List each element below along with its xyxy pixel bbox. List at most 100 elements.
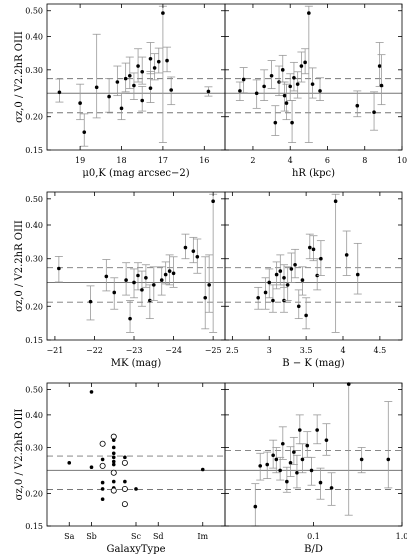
data-point <box>119 106 124 111</box>
data-point <box>265 462 270 467</box>
y-tick-label: 0.20 <box>25 302 43 311</box>
data-point <box>295 470 299 475</box>
x-axis-label: B/D <box>304 544 323 555</box>
data-point <box>271 453 275 458</box>
data-point <box>156 59 161 64</box>
data-point <box>136 64 140 68</box>
data-point <box>238 89 242 93</box>
x-tick-label: Im <box>197 532 208 541</box>
data-point <box>293 262 297 267</box>
y-axis-label: σz,0 / V2.2hR OIII <box>14 31 25 123</box>
data-point <box>148 57 153 61</box>
y-tick-label: 0.50 <box>25 386 43 395</box>
data-point <box>100 497 105 502</box>
data-point <box>269 73 274 78</box>
data-point <box>88 299 93 304</box>
data-point-open <box>121 485 128 492</box>
data-point <box>140 69 145 74</box>
data-point <box>300 278 305 282</box>
data-point <box>315 428 319 432</box>
data-point <box>285 479 289 484</box>
data-point <box>123 479 127 484</box>
data-point <box>152 283 156 287</box>
data-point <box>57 266 61 271</box>
data-point <box>111 479 116 484</box>
y-tick-label: 0.30 <box>25 443 43 452</box>
x-axis-label: μ0,K (mag arcsec−2) <box>82 168 189 179</box>
data-point <box>256 295 260 300</box>
plot-frame <box>46 3 226 151</box>
x-tick-label: 19 <box>75 156 85 165</box>
data-point-open <box>110 469 117 476</box>
data-point <box>288 461 293 465</box>
data-point <box>100 457 105 462</box>
x-tick-label: 1.0 <box>396 532 407 541</box>
panel-bottom-right: 0.1 1.0 B/D <box>224 382 407 555</box>
panel-bottom-left: Sa Sb Sc Sd Im 0.15 0.20 0.30 0.40 0.50 GalaxyType… <box>14 382 226 555</box>
panel-middle-right: 2.5 3 3.5 4 4.5 B − K (mag) <box>224 191 403 369</box>
x-tick-label: −25 <box>205 346 222 355</box>
data-point <box>324 438 329 442</box>
x-tick-label: 17 <box>158 156 168 165</box>
x-tick-label: 3 <box>267 346 272 355</box>
y-tick-label: 0.20 <box>25 489 43 498</box>
x-tick-label: Sb <box>86 532 97 541</box>
data-point <box>241 77 246 82</box>
x-tick-label: 4 <box>340 346 345 355</box>
x-tick-label: 2.5 <box>226 346 239 355</box>
x-tick-label: 6 <box>325 156 330 165</box>
y-tick-label: 0.50 <box>25 7 43 16</box>
data-point <box>111 459 116 464</box>
x-axis-label: B − K (mag) <box>282 358 344 369</box>
y-axis-label: σz,0 / V2.2hR OIII <box>14 409 25 501</box>
data-point <box>112 290 117 295</box>
x-tick-label: −23 <box>126 346 143 355</box>
data-point <box>253 504 258 509</box>
data-point <box>289 267 294 271</box>
y-tick-label: 0.15 <box>25 146 43 155</box>
data-point <box>111 451 116 456</box>
x-tick-label: 8 <box>362 156 367 165</box>
data-point <box>89 390 94 394</box>
data-point <box>132 83 136 88</box>
y-tick-label: 0.40 <box>25 221 43 230</box>
data-point <box>123 455 127 460</box>
data-point <box>127 73 132 78</box>
data-point <box>254 91 259 96</box>
panel-top-left: 19 18 17 16 0.15 0.20 0.30 0.40 0.50 μ0,K (mag ar… <box>14 3 226 179</box>
data-point <box>311 247 316 252</box>
data-point <box>329 486 334 490</box>
data-point <box>165 58 169 63</box>
data-point <box>167 269 172 273</box>
data-point <box>297 428 302 432</box>
data-point <box>82 130 87 134</box>
data-point <box>318 480 323 485</box>
data-point <box>171 271 176 276</box>
data-point <box>195 254 200 259</box>
data-point <box>111 462 116 467</box>
y-tick-label: 0.20 <box>25 113 43 122</box>
y-tick-label: 0.30 <box>25 66 43 75</box>
data-point <box>295 82 300 86</box>
data-point <box>169 88 173 92</box>
data-point <box>273 120 278 125</box>
x-axis-label: hR (kpc) <box>292 168 335 179</box>
data-point <box>163 272 168 277</box>
x-tick-label: 0.1 <box>307 532 320 541</box>
data-point <box>318 89 322 93</box>
data-point <box>355 272 360 277</box>
data-point <box>100 480 105 485</box>
data-point <box>136 273 140 278</box>
data-point <box>310 82 315 86</box>
data-point <box>305 443 310 448</box>
x-axis-label: MK (mag) <box>111 358 162 369</box>
x-tick-label: 4.5 <box>374 346 387 355</box>
data-point <box>263 290 268 295</box>
data-point <box>100 487 105 491</box>
y-tick-label: 0.30 <box>25 255 43 264</box>
plot-frame <box>224 3 403 151</box>
data-point <box>296 304 301 309</box>
x-tick-label: 10 <box>397 156 407 165</box>
data-point <box>307 11 311 15</box>
data-point <box>309 468 314 473</box>
